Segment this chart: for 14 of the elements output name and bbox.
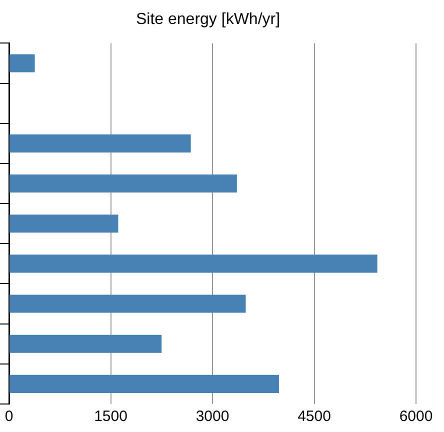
bar xyxy=(10,54,35,72)
bar xyxy=(10,174,237,193)
x-tick-label: 1500 xyxy=(94,408,128,426)
x-tick-label: 3000 xyxy=(196,408,230,426)
bar xyxy=(10,254,378,273)
bar xyxy=(10,374,279,393)
x-tick-label: 4500 xyxy=(298,408,331,426)
bar xyxy=(10,214,118,233)
bar xyxy=(10,134,191,152)
chart-title: Site energy [kWh/yr] xyxy=(136,11,280,28)
bar xyxy=(10,334,162,353)
x-tick-label: 6000 xyxy=(399,408,433,426)
x-tick-label: 0 xyxy=(4,408,14,426)
bar xyxy=(10,294,246,313)
